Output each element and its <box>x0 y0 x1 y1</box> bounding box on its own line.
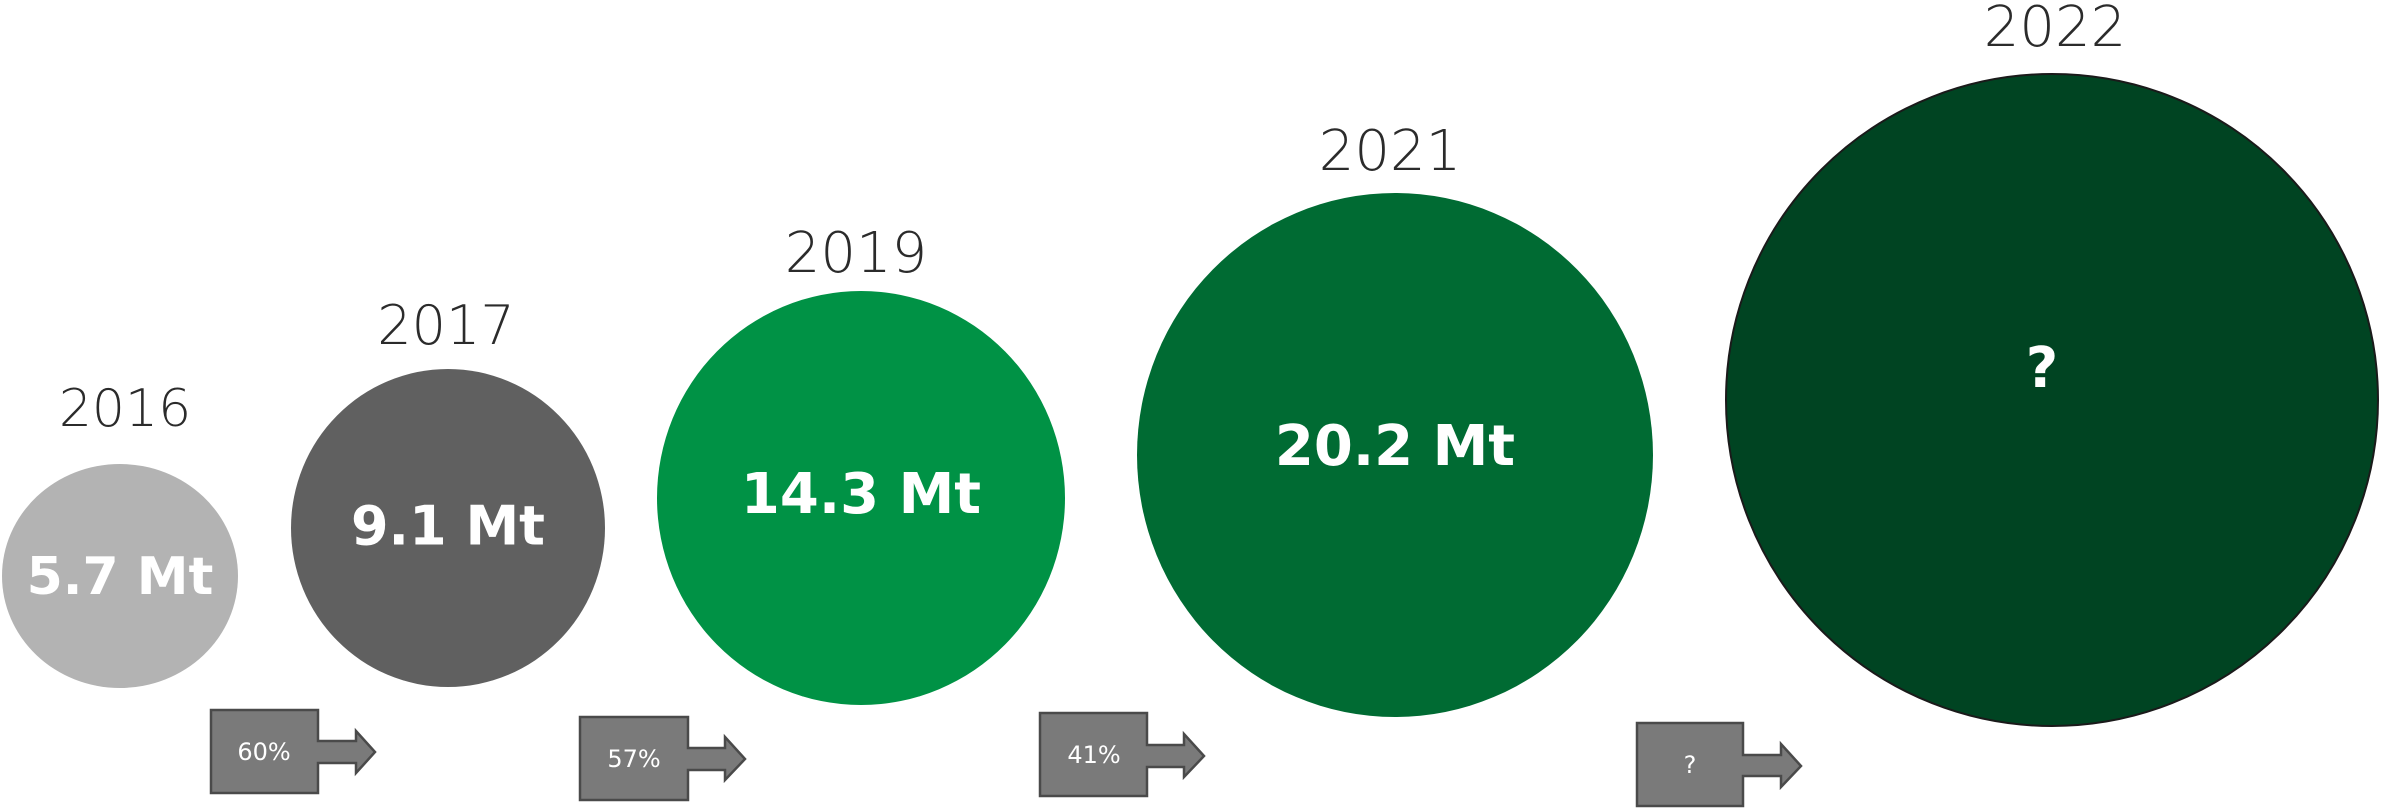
bubble-2019-value: 14.3 Mt <box>741 462 981 527</box>
bubble-2017: 9.1 Mt 2017 <box>291 294 605 687</box>
bubble-2022: ? 2022 <box>1725 0 2379 727</box>
bubble-2016-circle <box>2 464 238 688</box>
growth-arrow-2016-2017: 60% <box>209 708 377 795</box>
year-label-2017: 2017 <box>377 294 514 357</box>
growth-arrow-label: ? <box>1684 751 1697 779</box>
growth-arrow-label: 41% <box>1067 741 1120 769</box>
growth-arrow-label: 60% <box>237 738 290 766</box>
growth-arrow-2019-2021: 41% <box>1038 711 1206 798</box>
growth-arrow-2017-2019: 57% <box>578 715 747 802</box>
growth-arrow-2021-2022: ? <box>1635 721 1803 808</box>
year-label-2022: 2022 <box>1984 0 2127 60</box>
bubble-2021-value: 20.2 Mt <box>1275 414 1515 479</box>
bubble-2016: 5.7 Mt 2016 <box>2 379 238 688</box>
bubble-2022-value: ? <box>2026 336 2058 401</box>
growth-arrow-shape <box>1038 711 1206 798</box>
bubble-2019-circle <box>657 291 1065 705</box>
growth-arrow-shape <box>578 715 747 802</box>
year-label-2019: 2019 <box>785 221 928 286</box>
growth-arrow-shape <box>209 708 377 795</box>
bubble-2022-circle <box>1725 73 2379 727</box>
growth-arrow-shape <box>1635 721 1803 808</box>
bubble-2017-circle <box>291 369 605 687</box>
year-label-2021: 2021 <box>1319 119 1462 184</box>
growth-arrow-label: 57% <box>607 745 660 773</box>
bubble-2019: 14.3 Mt 2019 <box>657 221 1065 705</box>
bubble-2021: 20.2 Mt 2021 <box>1137 119 1653 717</box>
year-label-2016: 2016 <box>59 379 191 439</box>
bubble-2017-value: 9.1 Mt <box>351 495 545 558</box>
bubble-2016-value: 5.7 Mt <box>27 547 214 607</box>
bubble-2021-circle <box>1137 193 1653 717</box>
